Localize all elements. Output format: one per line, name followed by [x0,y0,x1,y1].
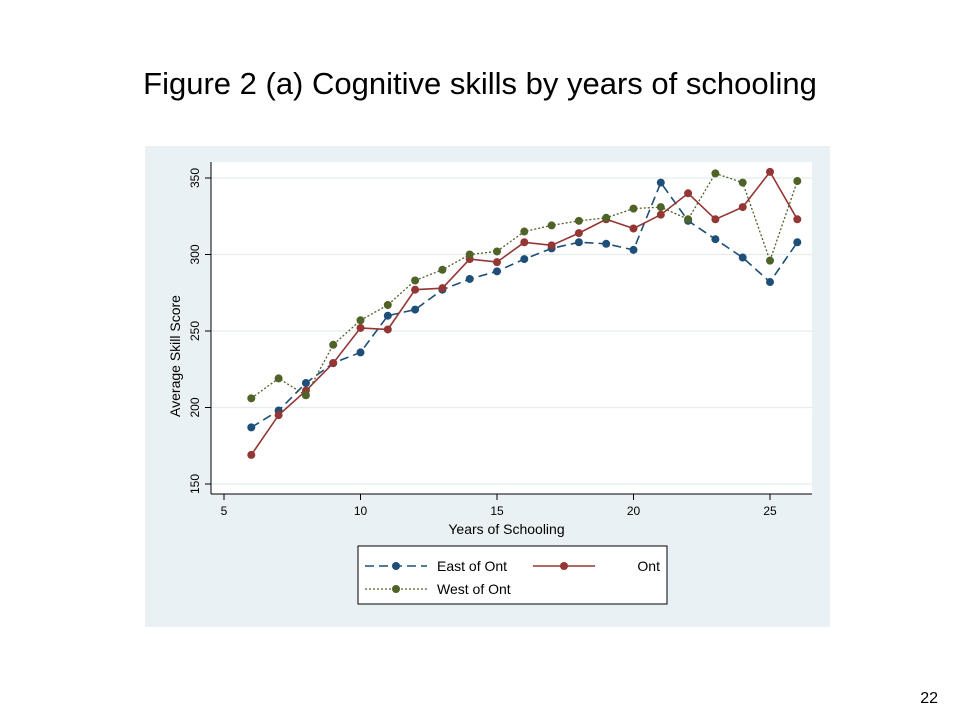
data-point [574,216,583,225]
data-point [383,311,392,320]
data-point [411,276,420,285]
x-tick-label: 20 [627,504,641,518]
data-point [356,316,365,325]
y-tick-label: 250 [188,321,202,341]
y-axis-title: Average Skill Score [167,295,183,417]
data-point [329,340,338,349]
data-point [684,215,693,224]
data-point [520,238,529,247]
y-tick-label: 350 [188,168,202,188]
data-point [766,167,774,176]
data-point [793,177,802,186]
data-point [274,411,283,420]
data-point [411,305,420,314]
data-point [411,285,420,294]
x-tick-label: 25 [763,504,777,518]
legend-marker-2 [560,562,568,570]
x-axis-title: Years of Schooling [448,521,564,537]
data-point [329,359,338,368]
data-point [493,247,501,256]
data-point [438,265,447,274]
data-point [493,258,501,267]
y-tick-label: 200 [188,397,202,417]
plot-area [211,162,812,494]
data-point [520,227,529,236]
data-point [711,169,720,178]
data-point [438,284,447,293]
data-point [547,241,556,250]
data-point [301,391,310,400]
data-point [520,255,529,264]
data-point [711,215,720,224]
data-point [629,224,638,233]
data-point [602,239,611,248]
data-point [574,238,583,247]
data-point [629,245,638,254]
data-point [738,203,747,212]
data-point [547,221,556,230]
page-number: 22 [920,690,938,707]
x-tick-label: 5 [221,504,228,518]
data-point [766,278,774,287]
data-point [383,325,392,334]
data-point [711,235,720,244]
legend-marker-1 [392,562,400,570]
data-point [602,213,611,222]
data-point [383,300,392,309]
data-point [656,210,665,219]
data-point [301,379,310,388]
data-point [574,229,583,238]
data-point [465,274,474,283]
data-point [684,189,693,198]
data-point [793,238,802,247]
y-tick-label: 150 [188,474,202,494]
data-point [356,323,365,332]
legend-box [357,545,668,605]
data-point [656,203,665,212]
data-point [465,250,474,259]
data-point [247,423,256,432]
legend-label-3: West of Ont [437,581,511,597]
data-point [274,374,283,383]
legend-marker-3 [392,585,400,593]
legend-label-2: Ont [637,558,660,574]
data-point [247,450,256,459]
data-point [766,256,774,265]
x-tick-label: 10 [354,504,368,518]
x-tick-label: 15 [490,504,504,518]
data-point [629,204,638,213]
data-point [247,394,256,403]
data-point [356,348,365,357]
data-point [793,215,802,224]
y-tick-label: 300 [188,244,202,264]
legend-label-1: East of Ont [437,558,507,574]
data-point [738,178,747,187]
data-point [656,178,665,187]
data-point [738,253,747,262]
data-point [493,267,501,276]
slide-title: Figure 2 (a) Cognitive skills by years o… [143,66,817,101]
